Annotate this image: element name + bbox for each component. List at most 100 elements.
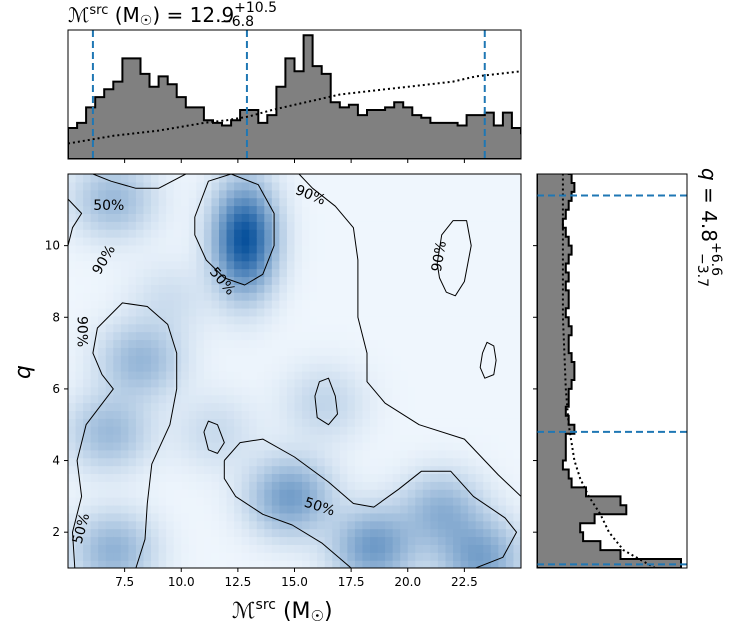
heatmap-cell: [513, 386, 521, 396]
heatmap-cell: [370, 229, 379, 238]
heatmap-cell: [309, 347, 318, 356]
heatmap-cell: [151, 386, 160, 396]
heatmap-cell: [98, 544, 107, 553]
heatmap-cell: [286, 402, 296, 411]
heatmap-cell: [407, 181, 416, 191]
heatmap-cell: [75, 355, 84, 364]
heatmap-cell: [90, 276, 99, 285]
heatmap-cell: [158, 520, 167, 530]
heatmap-cell: [120, 386, 129, 396]
heatmap-cell: [460, 386, 469, 396]
heatmap-cell: [234, 363, 243, 372]
heatmap-cell: [415, 386, 424, 396]
heatmap-cell: [309, 307, 318, 317]
heatmap-cell: [196, 536, 205, 545]
heatmap-cell: [166, 378, 175, 388]
heatmap-cell: [392, 331, 401, 341]
heatmap-cell: [415, 292, 424, 301]
heatmap-cell: [188, 378, 197, 388]
xlabel-sun: ☉: [311, 607, 324, 625]
heatmap-cell: [98, 449, 107, 459]
xlabel-sup: src: [256, 597, 276, 613]
heatmap-cell: [294, 520, 303, 530]
heatmap-cell: [385, 410, 394, 419]
heatmap-cell: [453, 181, 462, 191]
heatmap-cell: [226, 410, 235, 419]
heatmap-cell: [203, 174, 213, 183]
heatmap-cell: [279, 197, 288, 207]
heatmap-cell: [339, 339, 348, 348]
heatmap-cell: [392, 244, 401, 254]
heatmap-cell: [188, 189, 197, 199]
heatmap-cell: [234, 252, 243, 262]
heatmap-cell: [196, 465, 205, 475]
heatmap-cell: [422, 552, 431, 561]
heatmap-cell: [513, 560, 521, 568]
heatmap-cell: [181, 418, 190, 427]
heatmap-cell: [468, 465, 477, 475]
heatmap-cell: [203, 371, 213, 380]
heatmap-cell: [362, 237, 371, 246]
title-mchirp-unit: (M: [108, 3, 139, 27]
heatmap-cell: [113, 181, 122, 191]
heatmap-cell: [347, 536, 356, 545]
heatmap-cell: [294, 512, 303, 522]
heatmap-cell: [120, 410, 129, 419]
heatmap-cell: [264, 323, 273, 333]
heatmap-cell: [151, 244, 160, 254]
heatmap-cell: [302, 252, 311, 262]
heatmap-cell: [75, 418, 84, 427]
heatmap-cell: [324, 410, 333, 419]
heatmap-cell: [437, 378, 447, 388]
heatmap-cell: [324, 260, 333, 270]
heatmap-cell: [430, 457, 439, 467]
heatmap-cell: [241, 292, 250, 301]
heatmap-cell: [468, 244, 477, 254]
heatmap-cell: [173, 252, 182, 262]
heatmap-cell: [158, 394, 167, 404]
heatmap-cell: [430, 371, 439, 380]
heatmap-cell: [226, 229, 235, 238]
heatmap-cell: [158, 497, 167, 506]
heatmap-cell: [339, 221, 348, 230]
heatmap-cell: [505, 331, 515, 341]
heatmap-cell: [120, 237, 129, 246]
heatmap-cell: [302, 197, 311, 207]
heatmap-cell: [400, 512, 409, 522]
heatmap-cell: [113, 410, 122, 419]
heatmap-cell: [196, 355, 205, 364]
heatmap-cell: [370, 449, 379, 459]
heatmap-cell: [453, 402, 462, 411]
heatmap-cell: [332, 315, 341, 325]
heatmap-cell: [513, 465, 521, 475]
heatmap-cell: [294, 229, 303, 238]
heatmap-cell: [256, 181, 265, 191]
heatmap-cell: [490, 528, 499, 538]
heatmap-cell: [196, 378, 205, 388]
heatmap-cell: [226, 181, 235, 191]
heatmap-cell: [407, 284, 416, 293]
heatmap-cell: [128, 465, 137, 475]
heatmap-cell: [347, 355, 356, 364]
heatmap-cell: [173, 536, 182, 545]
heatmap-cell: [83, 189, 92, 199]
heatmap-cell: [226, 347, 235, 356]
heatmap-cell: [302, 229, 311, 238]
heatmap-cell: [490, 402, 499, 411]
heatmap-cell: [249, 434, 258, 443]
heatmap-cell: [105, 449, 114, 459]
heatmap-cell: [128, 347, 137, 356]
heatmap-cell: [181, 284, 190, 293]
heatmap-cell: [324, 221, 333, 230]
heatmap-cell: [513, 426, 521, 435]
heatmap-cell: [120, 520, 129, 530]
heatmap-cell: [385, 260, 394, 270]
heatmap-cell: [415, 489, 424, 498]
heatmap-cell: [302, 504, 311, 514]
heatmap-cell: [377, 560, 386, 568]
heatmap-cell: [219, 221, 228, 230]
heatmap-cell: [453, 457, 462, 467]
heatmap-cell: [286, 441, 296, 451]
heatmap-cell: [498, 205, 507, 214]
heatmap-cell: [513, 473, 521, 482]
